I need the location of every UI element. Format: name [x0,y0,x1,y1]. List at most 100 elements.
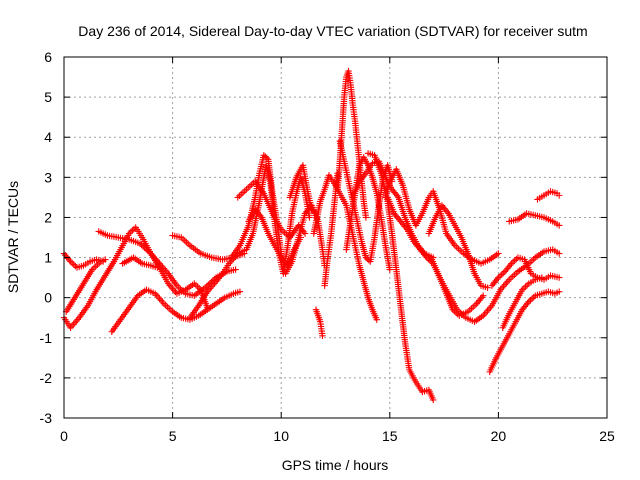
series-track-25 [486,288,563,376]
series-track-5 [108,286,244,335]
data-point [192,281,200,289]
data-point [334,170,341,177]
data-point [71,319,79,326]
y-tick-label: 0 [44,290,52,306]
data-point [500,283,507,290]
chart-title: Day 236 of 2014, Sidereal Day-to-day VTE… [78,23,587,39]
y-tick-label: 6 [44,49,52,65]
data-point [484,307,491,314]
data-point [102,256,109,263]
data-point [169,285,176,292]
data-point [136,240,144,247]
data-point [479,292,487,299]
series-track-3 [62,256,109,315]
data-point [232,266,239,273]
x-tick-label: 5 [169,428,177,444]
data-point [263,154,270,162]
y-tick-label: 5 [44,89,52,105]
series-track-21 [382,166,502,267]
data-point [500,269,507,277]
data-point [154,293,162,301]
series-track-12 [286,162,320,217]
data-point [297,234,304,241]
data-point [146,248,153,256]
data-point [159,298,166,306]
data-point [236,288,244,295]
data-point [556,222,563,229]
data-point [556,274,563,281]
data-point [523,281,531,289]
series-track-11 [245,206,304,269]
y-tick-label: -3 [40,410,53,426]
x-tick-label: 25 [599,428,615,444]
data-point [144,247,151,254]
data-point [139,243,147,250]
data-point [306,214,313,221]
data-point [129,227,136,234]
data-point [430,396,437,404]
data-point [373,316,380,323]
data-point [167,283,175,291]
data-point [143,246,150,253]
y-tick-label: -1 [40,330,53,346]
series-track-14 [312,306,326,339]
data-point [556,288,563,295]
series-track-23 [425,202,491,291]
data-point [538,274,546,281]
y-tick-label: 3 [44,169,52,185]
x-tick-label: 10 [273,428,289,444]
data-point [386,266,393,273]
plot-frame [63,56,608,419]
data-point [485,305,493,313]
series-track-13 [310,172,380,323]
data-point [201,284,209,291]
x-tick-label: 15 [382,428,398,444]
y-axis-label: SDTVAR / TECUs [5,181,21,293]
data-point [556,250,563,257]
data-point [138,241,145,249]
data-point [556,192,563,199]
series-track-16 [334,67,370,221]
data-point [157,297,165,304]
marks-layer [60,67,563,404]
data-point [527,296,534,304]
series-track-7 [169,232,248,263]
data-point [482,309,490,316]
series-track-27 [499,274,546,331]
y-tick-label: 4 [44,129,52,145]
data-point [498,271,505,278]
series-track-4 [95,228,239,299]
data-point [495,250,502,257]
data-point [496,272,504,280]
data-point [501,281,509,288]
data-point [141,244,148,252]
data-point [504,278,512,285]
data-point [301,230,309,237]
data-point [522,283,529,290]
grid-layer [64,57,607,418]
data-point [509,258,517,266]
y-tick-label: -2 [40,370,53,386]
data-point [154,264,161,271]
data-point [319,332,326,339]
series-track-6 [119,254,161,271]
data-point [73,317,80,325]
data-point [72,262,79,270]
data-point [513,255,520,263]
x-tick-label: 0 [60,428,68,444]
data-point [68,259,76,267]
x-tick-label: 20 [491,428,507,444]
data-point [528,295,536,302]
y-tick-label: 2 [44,209,52,225]
data-point [172,288,179,296]
data-point [484,284,491,291]
series-track-28 [506,210,563,229]
tick-layer: -3 -2 -1 0 1 2 3 4 5 6 0 5 10 15 20 25 [40,49,615,444]
series-track-10 [234,178,309,241]
data-point [503,279,510,287]
data-point [156,295,163,302]
y-tick-label: 1 [44,250,52,266]
data-point [481,310,488,318]
x-axis-label: GPS time / hours [282,457,389,473]
